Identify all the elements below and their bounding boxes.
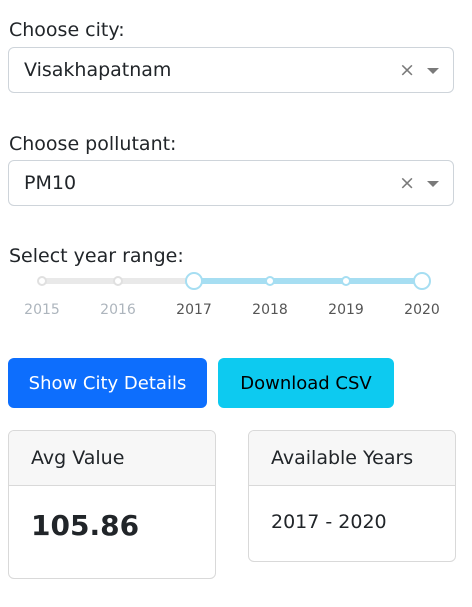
pollutant-select[interactable]: PM10 × [8,160,454,206]
year-range-tick-label[interactable]: 2020 [404,302,440,318]
year-range-step-dot[interactable] [265,276,275,286]
avg-value-card-title: Avg Value [9,431,215,486]
year-range-label: Select year range: [9,245,184,267]
download-csv-button[interactable]: Download CSV [218,358,394,408]
year-range-tick-label[interactable]: 2018 [252,302,288,318]
year-range-start-handle[interactable] [185,272,203,290]
year-range-end-handle[interactable] [413,272,431,290]
avg-value-card: Avg Value 105.86 [8,430,216,579]
avg-value: 105.86 [31,509,140,542]
year-range-tick-label[interactable]: 2017 [176,302,212,318]
available-years-value: 2017 - 2020 [271,511,387,533]
city-select[interactable]: Visakhapatnam × [8,47,454,93]
city-clear-icon[interactable]: × [399,59,415,81]
year-range-step-dot[interactable] [113,276,123,286]
city-chevron-down-icon[interactable] [427,68,439,74]
pollutant-clear-icon[interactable]: × [399,172,415,194]
year-range-track[interactable] [42,278,422,284]
pollutant-selected-value: PM10 [24,172,77,194]
year-range-tick-label[interactable]: 2015 [24,302,60,318]
year-range-step-dot[interactable] [341,276,351,286]
available-years-card: Available Years 2017 - 2020 [248,430,456,562]
year-range-selected-track [194,278,422,284]
year-range-tick-label[interactable]: 2016 [100,302,136,318]
city-selected-value: Visakhapatnam [24,59,172,81]
pollutant-chevron-down-icon[interactable] [427,181,439,187]
available-years-card-title: Available Years [249,431,455,486]
year-range-tick-label[interactable]: 2019 [328,302,364,318]
show-city-details-button[interactable]: Show City Details [8,358,207,408]
city-label: Choose city: [9,19,125,41]
pollutant-label: Choose pollutant: [9,133,177,155]
year-range-step-dot[interactable] [37,276,47,286]
